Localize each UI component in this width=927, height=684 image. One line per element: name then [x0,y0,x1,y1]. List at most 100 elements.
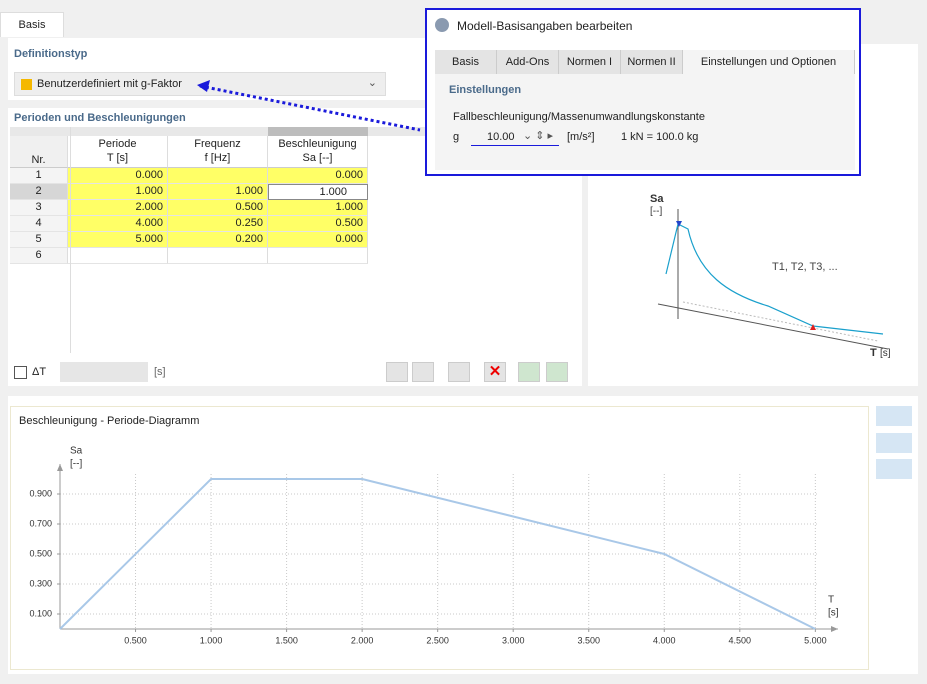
table-cell: 1.000 [268,184,368,200]
x-tick-label: 3.000 [502,635,525,645]
periods-label: T1, T2, T3, ... [772,261,838,273]
axis-arrow [831,626,838,632]
header-text: Periode [98,138,137,150]
table-cell: 0.200 [168,232,268,248]
dialog-title: Modell-Basisangaben bearbeiten [457,19,633,33]
x-tick-label: 5.000 [804,635,827,645]
button[interactable] [546,362,568,382]
column-header: Nr. [10,136,68,168]
schematic: Sa [--] T1, T2, T3, ... T [s] [650,193,891,359]
x-tick-label: 4.500 [729,635,752,645]
x-label: T [828,595,834,606]
tab[interactable]: Basis [435,50,497,74]
unit: [m/s²] [567,131,595,143]
y-unit: [--] [650,206,662,217]
table-cell: 2 [10,184,68,200]
x-tick-label: 2.000 [351,635,374,645]
toolbar-button[interactable] [876,406,912,426]
table-cell: 2.000 [68,200,168,216]
toolbar-button[interactable] [876,433,912,453]
table-cell: 4.000 [68,216,168,232]
checkbox[interactable] [14,366,27,379]
spin-input[interactable] [60,362,148,382]
header-text: Frequenz [194,138,241,150]
header-text: T [s] [106,152,129,164]
table-cell: 0.250 [168,216,268,232]
header-text: f [Hz] [204,152,231,164]
table-cell: 6 [10,248,68,264]
dialog: Modell-Basisangaben bearbeiten Basis Add-… [425,8,861,176]
table-cell [168,248,268,264]
table-cell: 0.000 [68,168,168,184]
table-cell: 0.500 [268,216,368,232]
column-header: Beschleunigung Sa [--] [268,136,368,168]
y-label: Sa [650,193,664,205]
tab-bar: Basis Add-Ons Normen I Normen II Einstellung… [435,50,855,74]
table-cell: 1.000 [168,184,268,200]
x-tick-label: 3.500 [577,635,600,645]
x-tick-label: 0.500 [124,635,147,645]
chart: Beschleunigung - Periode-Diagramm Sa [--… [19,415,839,645]
tab-content: Einstellungen Fallbeschleunigung/Massenu… [435,74,855,170]
chart-title: Beschleunigung - Periode-Diagramm [19,415,199,427]
axis-arrow [57,464,63,471]
table-cell: 5 [10,232,68,248]
tab[interactable]: Normen II [621,50,683,74]
header-text: Sa [--] [302,152,333,164]
dialog-icon [435,18,449,32]
column-header: Frequenz f [Hz] [168,136,268,168]
delete-button[interactable]: ✕ [484,362,506,382]
tab[interactable]: Basis [0,12,64,37]
table-cell [168,168,268,184]
tab[interactable]: Normen I [559,50,621,74]
column-header: Periode T [s] [68,136,168,168]
x-tick-label: 2.500 [426,635,449,645]
y-tick-label: 0.100 [29,608,52,618]
dropdown-value: Benutzerdefiniert mit g-Faktor [37,78,182,90]
table-cell: 0.000 [268,168,368,184]
button[interactable] [386,362,408,382]
delta-label: ΔT [32,366,47,378]
conversion: 1 kN = 100.0 kg [621,131,699,143]
button[interactable] [448,362,470,382]
spectrum-curve [665,223,884,335]
y-tick-label: 0.900 [29,488,52,498]
table-cell: 0.000 [268,232,368,248]
header-band [268,127,368,136]
table-cell [68,248,168,264]
x-tick-label: 1.500 [275,635,298,645]
y-tick-label: 0.700 [29,518,52,528]
input-value: 10.00 [487,131,515,143]
tab[interactable]: Einstellungen und Optionen [683,50,855,74]
header-text: Beschleunigung [278,138,357,150]
x-tick-label: 4.000 [653,635,676,645]
table-cell: 1.000 [268,200,368,216]
table-cell: 3 [10,200,68,216]
spin-input[interactable]: 10.00 ⌄ ⇕ ▸ [471,127,559,146]
tab[interactable]: Add-Ons [497,50,559,74]
symbol: g [453,131,460,143]
field-label: Fallbeschleunigung/Massenumwandlungskons… [453,111,705,123]
y-tick-label: 0.300 [29,578,52,588]
dropdown[interactable]: Benutzerdefiniert mit g-Faktor ⌄ [14,72,386,96]
button[interactable] [518,362,540,382]
button[interactable] [412,362,434,382]
unit: [s] [154,366,166,378]
x-unit: [s] [880,348,891,359]
y-unit: [--] [70,459,82,470]
y-tick-label: 0.500 [29,548,52,558]
section-heading: Definitionstyp [14,48,88,60]
column-divider [70,127,71,353]
table-cell [268,248,368,264]
color-swatch [21,79,32,90]
y-label: Sa [70,446,83,457]
header-text: Nr. [31,154,46,166]
table-cell: 1.000 [68,184,168,200]
dropdown-arrow: ⌄ [367,77,377,89]
marker [676,221,682,227]
chart-panel [8,396,918,674]
table-cell: 5.000 [68,232,168,248]
toolbar-button[interactable] [876,459,912,479]
axis [657,303,889,350]
